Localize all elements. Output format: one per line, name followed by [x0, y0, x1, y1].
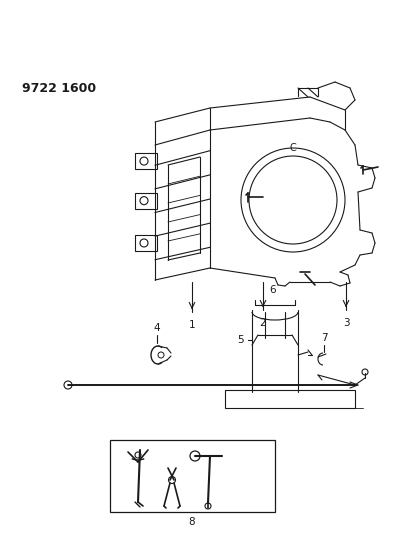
- Text: 1: 1: [189, 320, 195, 330]
- Text: 8: 8: [189, 517, 195, 527]
- Text: 9722 1600: 9722 1600: [22, 82, 96, 95]
- Text: 4: 4: [154, 323, 160, 333]
- Bar: [225, 390, 355, 408]
- Text: 7: 7: [321, 333, 327, 343]
- Bar: [110, 440, 275, 512]
- Text: 2: 2: [260, 318, 266, 328]
- Text: 5: 5: [237, 335, 243, 345]
- Text: 6: 6: [270, 285, 276, 295]
- Text: C: C: [290, 143, 296, 153]
- Text: 3: 3: [343, 318, 349, 328]
